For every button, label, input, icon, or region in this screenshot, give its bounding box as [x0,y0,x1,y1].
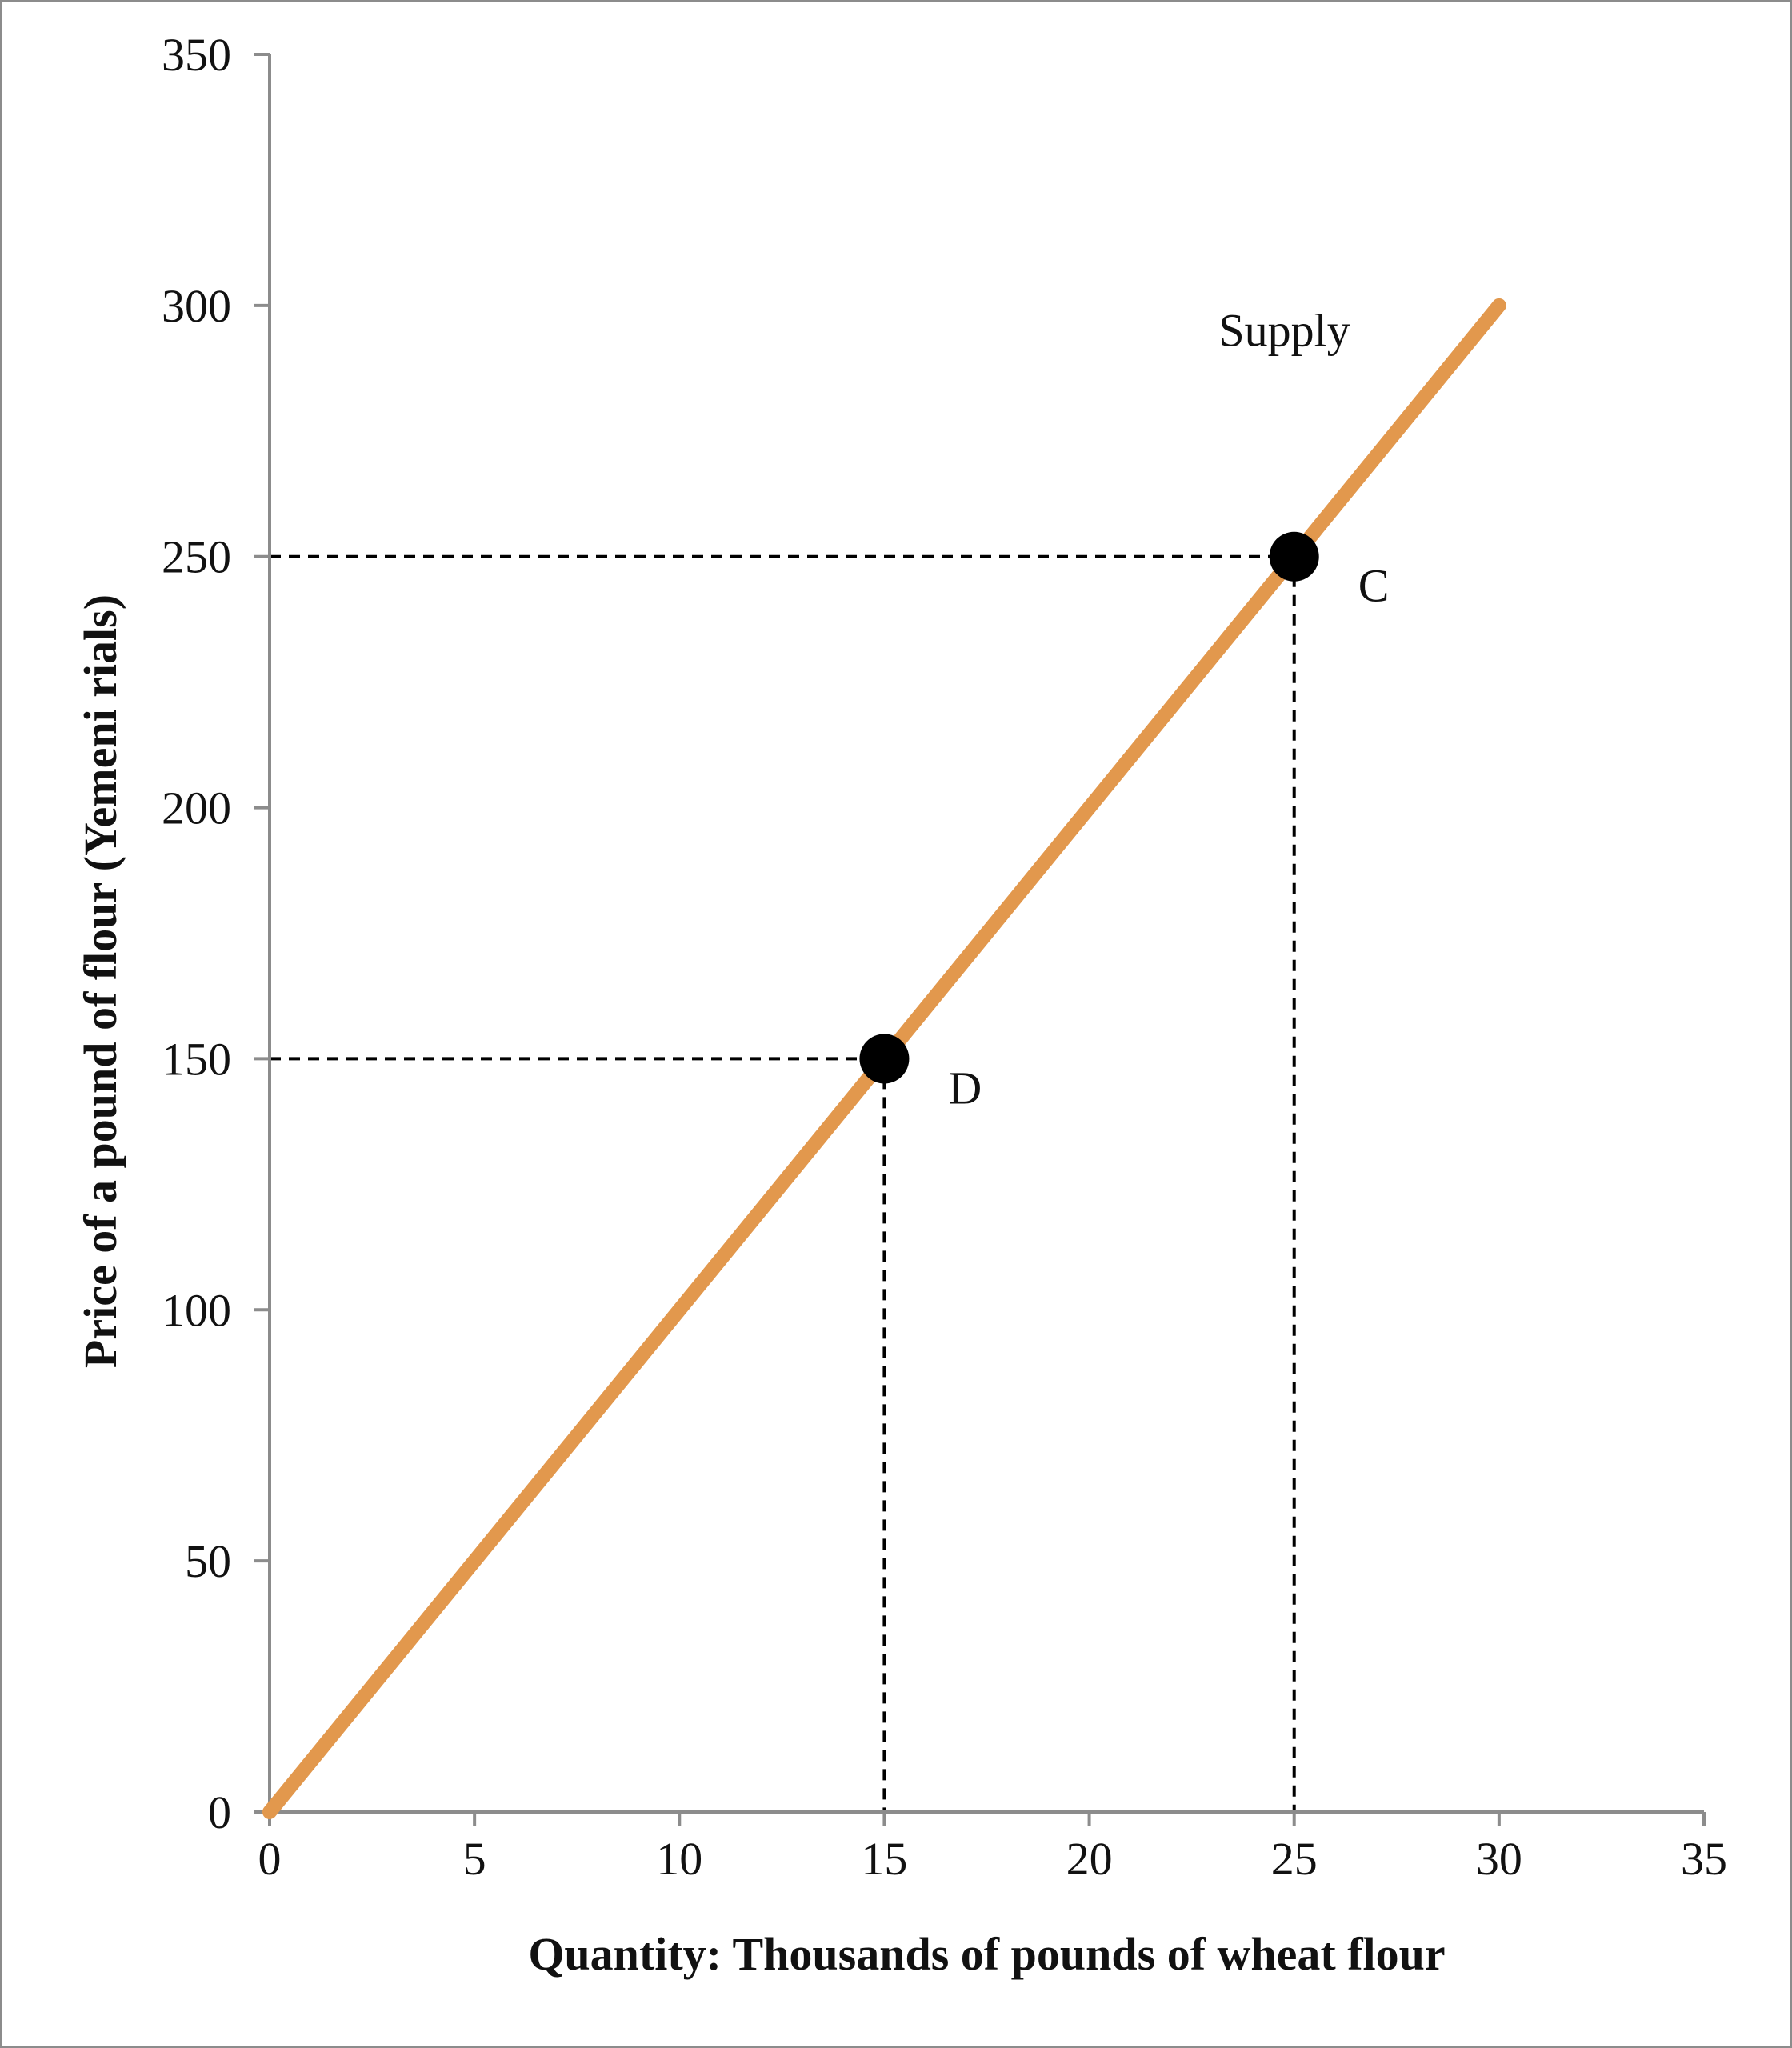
y-tick-label: 300 [162,280,231,332]
guide-lines [270,554,1296,1812]
x-tick-label: 20 [1066,1833,1113,1885]
point-d-label: D [948,1062,982,1114]
y-tick-label: 250 [162,531,231,583]
point-c-label: C [1358,560,1390,612]
y-tick-label: 200 [162,782,231,834]
y-tick-label: 150 [162,1033,231,1085]
x-tick-label: 30 [1476,1833,1522,1885]
x-tick-label: 10 [656,1833,702,1885]
axes [268,54,1704,1814]
x-tick-label: 5 [463,1833,486,1885]
x-tick-label: 35 [1681,1833,1727,1885]
x-tick-label: 15 [861,1833,907,1885]
y-tick-label: 350 [162,29,231,81]
point-d-marker [859,1034,910,1084]
points: DC [859,531,1390,1114]
x-tick-label: 0 [258,1833,282,1885]
point-c-marker [1269,531,1319,582]
supply-label: Supply [1218,305,1350,357]
x-axis-title: Quantity: Thousands of pounds of wheat f… [528,1928,1445,1980]
y-tick-label: 0 [208,1786,231,1838]
x-tick-label: 25 [1271,1833,1318,1885]
y-axis-title: Price of a pound of flour (Yemeni rials) [74,594,126,1368]
y-tick-label: 100 [162,1284,231,1336]
y-tick-label: 50 [185,1535,231,1587]
